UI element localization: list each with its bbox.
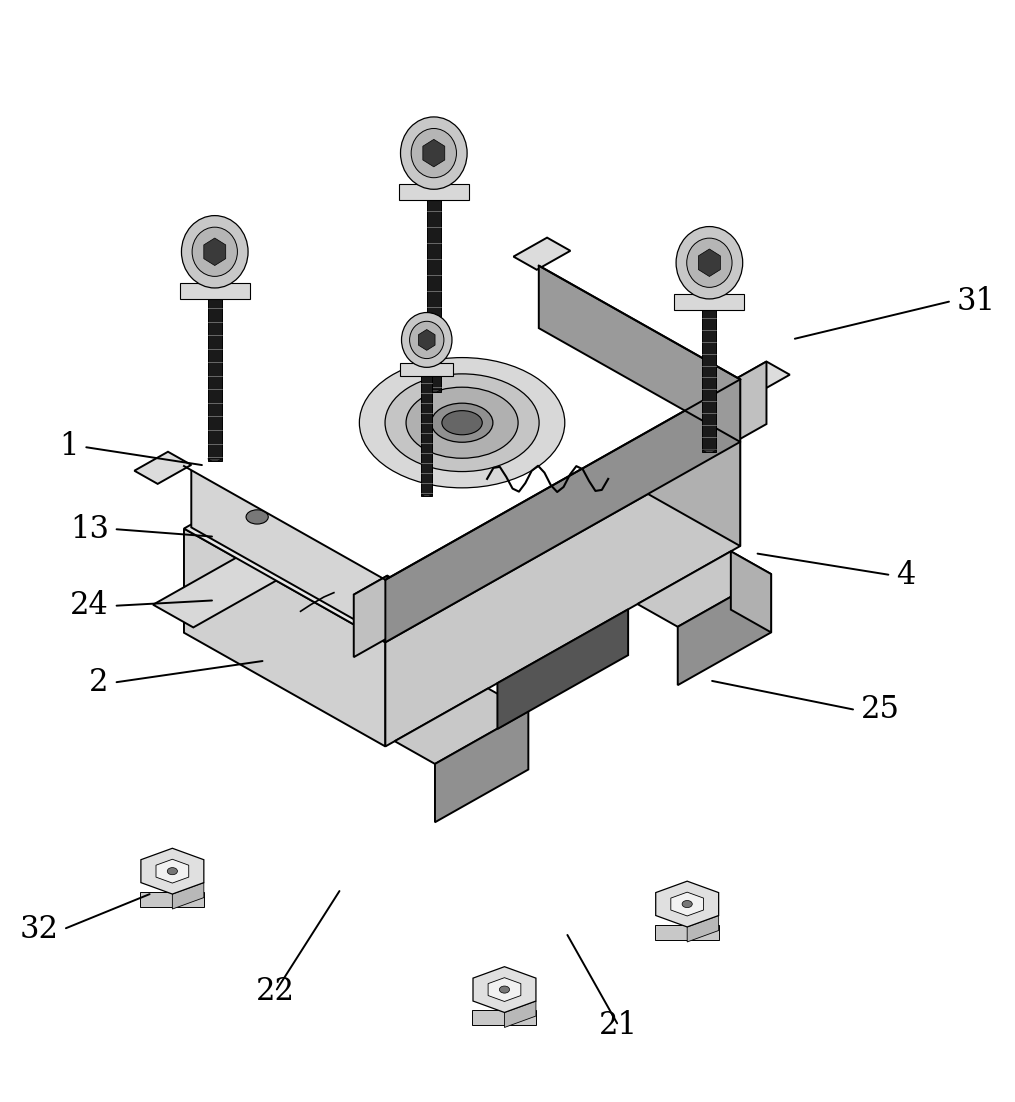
Polygon shape — [354, 575, 411, 608]
Polygon shape — [687, 916, 719, 942]
Ellipse shape — [385, 374, 539, 472]
Polygon shape — [421, 376, 432, 496]
Polygon shape — [153, 552, 286, 627]
Polygon shape — [173, 883, 204, 909]
Ellipse shape — [406, 387, 518, 458]
Circle shape — [687, 238, 732, 288]
Polygon shape — [702, 450, 717, 452]
Polygon shape — [388, 380, 733, 638]
Polygon shape — [208, 299, 222, 461]
Ellipse shape — [656, 446, 678, 461]
Polygon shape — [184, 328, 740, 642]
Polygon shape — [184, 266, 740, 580]
Polygon shape — [435, 711, 529, 822]
Polygon shape — [399, 184, 469, 201]
Polygon shape — [656, 925, 720, 940]
Polygon shape — [463, 423, 499, 475]
Text: 24: 24 — [70, 591, 109, 622]
Text: 2: 2 — [89, 667, 109, 698]
Polygon shape — [386, 379, 740, 642]
Polygon shape — [539, 328, 740, 547]
Ellipse shape — [246, 510, 268, 525]
Polygon shape — [733, 361, 790, 393]
Polygon shape — [191, 465, 388, 638]
Ellipse shape — [508, 363, 530, 377]
Circle shape — [182, 216, 248, 288]
Polygon shape — [208, 458, 222, 461]
Polygon shape — [141, 849, 204, 894]
Polygon shape — [674, 293, 744, 310]
Ellipse shape — [499, 986, 510, 993]
Polygon shape — [204, 238, 225, 266]
Polygon shape — [418, 329, 435, 350]
Circle shape — [411, 129, 457, 177]
Polygon shape — [423, 139, 445, 166]
Text: 32: 32 — [19, 914, 58, 944]
Ellipse shape — [442, 411, 482, 435]
Polygon shape — [354, 575, 388, 657]
Polygon shape — [400, 364, 454, 376]
Polygon shape — [656, 882, 719, 927]
Ellipse shape — [431, 403, 493, 442]
Polygon shape — [156, 860, 189, 883]
Polygon shape — [497, 609, 628, 730]
Polygon shape — [702, 310, 717, 452]
Polygon shape — [678, 574, 771, 685]
Polygon shape — [504, 1001, 536, 1027]
Ellipse shape — [359, 357, 564, 488]
Text: 25: 25 — [861, 694, 900, 725]
Polygon shape — [426, 201, 441, 392]
Polygon shape — [395, 689, 529, 764]
Polygon shape — [140, 892, 204, 907]
Text: 13: 13 — [70, 514, 109, 544]
Polygon shape — [184, 529, 386, 746]
Polygon shape — [473, 1011, 537, 1025]
Ellipse shape — [167, 867, 178, 875]
Polygon shape — [473, 966, 536, 1013]
Polygon shape — [426, 390, 441, 392]
Polygon shape — [637, 551, 771, 627]
Polygon shape — [180, 282, 250, 299]
Polygon shape — [731, 551, 771, 633]
Polygon shape — [671, 893, 703, 916]
Circle shape — [192, 227, 238, 277]
Circle shape — [676, 227, 743, 299]
Polygon shape — [396, 414, 530, 490]
Text: 4: 4 — [896, 560, 916, 591]
Circle shape — [402, 313, 452, 367]
Polygon shape — [537, 270, 733, 443]
Polygon shape — [421, 495, 432, 496]
Polygon shape — [514, 238, 570, 270]
Polygon shape — [191, 270, 733, 575]
Text: 31: 31 — [957, 285, 996, 316]
Polygon shape — [698, 249, 721, 277]
Ellipse shape — [395, 594, 416, 608]
Polygon shape — [488, 977, 521, 1002]
Circle shape — [410, 322, 444, 358]
Circle shape — [401, 117, 467, 190]
Text: 1: 1 — [59, 431, 78, 463]
Polygon shape — [134, 452, 191, 484]
Polygon shape — [386, 442, 740, 746]
Text: 22: 22 — [256, 976, 294, 1007]
Text: 21: 21 — [599, 1011, 638, 1041]
Polygon shape — [733, 361, 766, 443]
Ellipse shape — [682, 900, 692, 908]
Polygon shape — [539, 266, 740, 442]
